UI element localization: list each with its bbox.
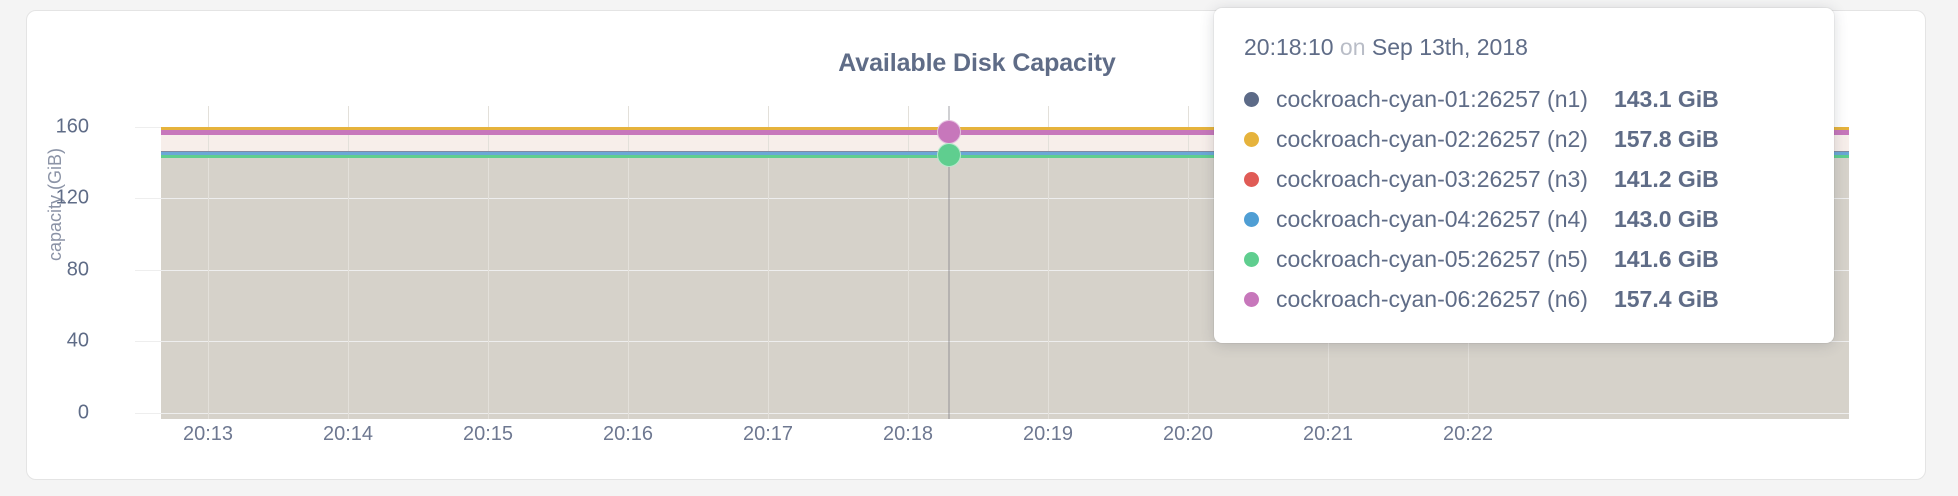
series-dot-icon <box>1244 291 1259 307</box>
gridline-vertical <box>348 106 349 419</box>
tooltip-row-value: 157.8 GiB <box>1613 125 1719 152</box>
tooltip-row-value: 141.6 GiB <box>1613 245 1719 272</box>
gridline-vertical <box>908 106 909 419</box>
tooltip-row-value: 143.0 GiB <box>1613 205 1719 232</box>
tooltip-row-label: cockroach-cyan-04:26257 (n4) <box>1276 205 1588 232</box>
x-tick-label: 20:13 <box>182 423 234 445</box>
gridline-vertical <box>208 106 209 419</box>
tooltip-row: cockroach-cyan-02:26257 (n2) 157.8 GiB <box>1244 119 1804 159</box>
tooltip-row-value: 143.1 GiB <box>1613 85 1719 112</box>
gridline-horizontal <box>135 270 1849 271</box>
y-tick-label: 80 <box>66 258 89 281</box>
gridline-vertical <box>768 106 769 419</box>
gridline-horizontal <box>135 413 1849 414</box>
series-line-n6 <box>161 130 1849 135</box>
gridline-vertical <box>488 106 489 419</box>
x-tick-label: 20:15 <box>462 423 514 445</box>
x-tick-label: 20:17 <box>742 423 794 445</box>
x-tick-label: 20:16 <box>602 423 654 445</box>
series-line-n5 <box>161 155 1849 158</box>
x-tick-label: 20:20 <box>1162 423 1214 445</box>
tooltip-row-value: 141.2 GiB <box>1613 165 1719 192</box>
tooltip-row-value: 157.4 GiB <box>1613 285 1719 312</box>
y-axis-title: capacity (GiB) <box>45 147 65 261</box>
hover-marker-n6 <box>937 120 961 144</box>
series-dot-icon <box>1244 171 1259 187</box>
hover-crosshair <box>948 106 950 419</box>
page-title: Available Disk Capacity <box>838 49 1116 77</box>
gridline-horizontal <box>135 198 1849 199</box>
x-tick-label: 20:22 <box>1442 423 1494 445</box>
y-tick-label: 0 <box>77 401 89 424</box>
gridline-horizontal <box>135 341 1849 342</box>
series-line-n4 <box>161 152 1849 155</box>
hover-marker-n5 <box>937 143 961 167</box>
tooltip-header: 20:18:10 on Sep 13th, 2018 <box>1244 34 1804 61</box>
tooltip-row-label: cockroach-cyan-01:26257 (n1) <box>1276 85 1588 112</box>
series-dot-icon <box>1244 91 1259 107</box>
tooltip-date: Sep 13th, 2018 <box>1371 34 1528 60</box>
x-tick-label: 20:19 <box>1022 423 1074 445</box>
tooltip-row-label: cockroach-cyan-05:26257 (n5) <box>1276 245 1588 272</box>
tooltip-row: cockroach-cyan-03:26257 (n3) 141.2 GiB <box>1244 159 1804 199</box>
series-line-n2 <box>161 127 1849 130</box>
tooltip-row: cockroach-cyan-01:26257 (n1) 143.1 GiB <box>1244 79 1804 119</box>
series-dot-icon <box>1244 211 1259 227</box>
hover-tooltip: 20:18:10 on Sep 13th, 2018 cockroach-cya… <box>1214 8 1834 343</box>
tooltip-row-label: cockroach-cyan-03:26257 (n3) <box>1276 165 1588 192</box>
gridline-vertical <box>1188 106 1189 419</box>
y-tick-label: 160 <box>55 115 89 138</box>
y-tick-label: 40 <box>66 329 89 352</box>
gridline-vertical <box>628 106 629 419</box>
x-tick-label: 20:18 <box>882 423 934 445</box>
gridline-vertical <box>1048 106 1049 419</box>
x-tick-label: 20:21 <box>1302 423 1354 445</box>
tooltip-row: cockroach-cyan-05:26257 (n5) 141.6 GiB <box>1244 239 1804 279</box>
tooltip-row: cockroach-cyan-06:26257 (n6) 157.4 GiB <box>1244 279 1804 319</box>
tooltip-time: 20:18:10 <box>1244 34 1334 60</box>
x-tick-label: 20:14 <box>322 423 374 445</box>
tooltip-row-label: cockroach-cyan-02:26257 (n2) <box>1276 125 1588 152</box>
series-dot-icon <box>1244 251 1259 267</box>
tooltip-on-word: on <box>1339 34 1366 60</box>
tooltip-row-label: cockroach-cyan-06:26257 (n6) <box>1276 285 1588 312</box>
tooltip-row: cockroach-cyan-04:26257 (n4) 143.0 GiB <box>1244 199 1804 239</box>
series-dot-icon <box>1244 131 1259 147</box>
